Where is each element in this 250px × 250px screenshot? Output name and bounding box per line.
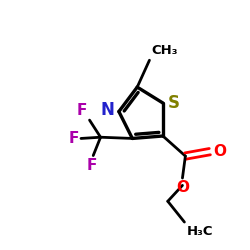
Text: O: O (176, 180, 189, 195)
Text: S: S (167, 94, 179, 112)
Text: CH₃: CH₃ (152, 44, 178, 57)
Text: O: O (213, 144, 226, 159)
Text: H₃C: H₃C (187, 225, 213, 238)
Text: F: F (77, 103, 87, 118)
Text: F: F (87, 158, 97, 173)
Text: F: F (68, 131, 78, 146)
Text: N: N (100, 100, 114, 118)
